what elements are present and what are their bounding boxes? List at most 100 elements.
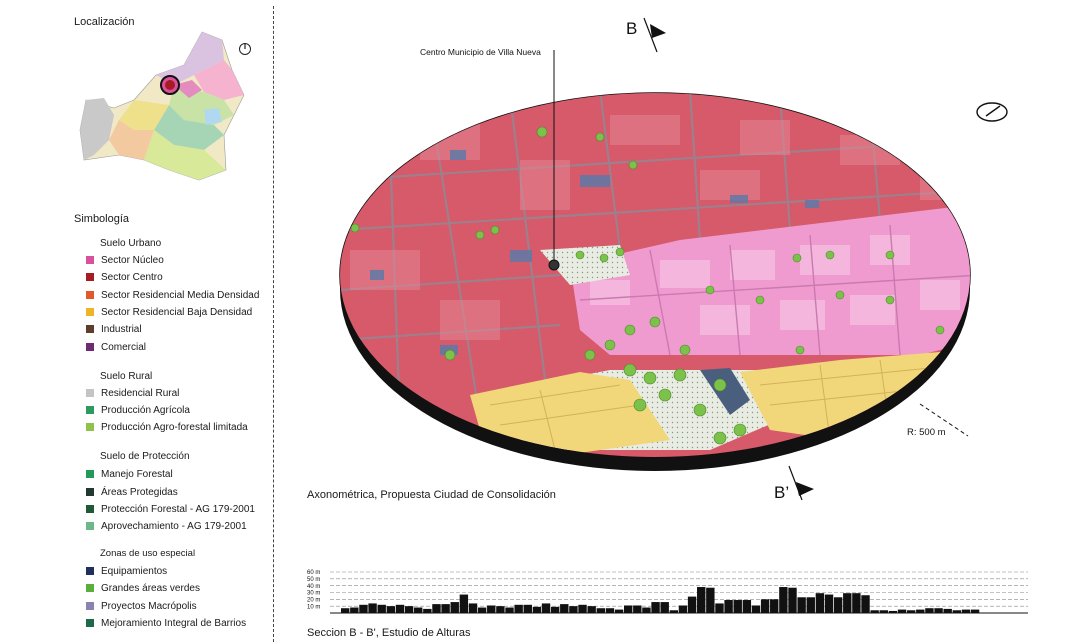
chart-tick-label: 50 m	[307, 577, 320, 583]
legend-item: Proyectos Macrópolis	[86, 600, 197, 612]
legend-label: Producción Agro-forestal limitada	[101, 421, 248, 433]
chart-bar	[678, 605, 688, 613]
chart-bar	[770, 599, 779, 613]
legend-swatch	[86, 619, 94, 627]
chart-bar	[377, 604, 386, 613]
chart-bar	[578, 604, 587, 613]
chart-y-ticks: 10 m20 m30 m40 m50 m60 m	[307, 570, 320, 610]
legend-item: Equipamientos	[86, 565, 167, 577]
legend-item: Aprovechamiento - AG 179-2001	[86, 520, 247, 532]
chart-tick-label: 10 m	[307, 604, 320, 610]
section-caption: Seccion B - B', Estudio de Alturas	[307, 627, 471, 639]
location-map	[79, 31, 251, 181]
legend-swatch	[86, 343, 94, 351]
section-b-arrow-icon	[643, 17, 666, 53]
height-section-chart: 10 m20 m30 m40 m50 m60 m	[307, 570, 1028, 614]
chart-bar	[797, 597, 806, 613]
legend-label: Sector Centro	[101, 271, 163, 283]
compass-icon	[976, 102, 1008, 122]
chart-bar	[760, 599, 770, 613]
chart-bar	[724, 600, 733, 613]
radius-line	[919, 403, 969, 437]
chart-bar	[861, 595, 870, 613]
legend-swatch	[86, 567, 94, 575]
legend-swatch	[86, 423, 94, 431]
chart-bar	[715, 603, 724, 613]
chart-bar	[468, 603, 478, 613]
chart-bar	[569, 606, 578, 613]
chart-bar	[386, 606, 396, 613]
chart-bar	[651, 602, 660, 613]
chart-bar	[414, 607, 423, 613]
legend-label: Aprovechamiento - AG 179-2001	[101, 520, 247, 532]
legend-item: Grandes áreas verdes	[86, 582, 200, 594]
chart-bar	[423, 608, 432, 613]
chart-bar	[341, 608, 350, 613]
legend-label: Áreas Protegidas	[101, 486, 178, 498]
chart-bar	[897, 609, 907, 613]
legend-swatch	[86, 584, 94, 592]
legend-item: Residencial Rural	[86, 387, 179, 399]
chart-bar	[432, 604, 441, 613]
chart-bar	[514, 604, 523, 613]
legend-swatch	[86, 522, 94, 530]
legend-item: Manejo Forestal	[86, 468, 173, 480]
legend-swatch	[86, 602, 94, 610]
chart-bar	[934, 608, 943, 613]
legend-label: Residencial Rural	[101, 387, 180, 399]
legend-swatch	[86, 273, 94, 281]
legend-group-title: Suelo Rural	[100, 371, 153, 382]
chart-bar	[779, 587, 788, 613]
section-b-label: B	[626, 19, 637, 38]
legend-title: Simbología	[74, 213, 130, 225]
legend-item: Sector Centro	[86, 271, 163, 283]
chart-bar	[596, 608, 605, 613]
chart-bar	[852, 593, 861, 613]
chart-bar	[806, 597, 815, 613]
legend-item: Producción Agrícola	[86, 404, 190, 416]
chart-bar	[906, 610, 916, 613]
chart-bar	[487, 605, 496, 613]
axonometric-caption: Axonométrica, Propuesta Ciudad de Consol…	[307, 489, 556, 501]
legend-label: Protección Forestal - AG 179-2001	[101, 503, 255, 515]
chart-bar	[833, 597, 843, 613]
legend-swatch	[86, 256, 94, 264]
chart-bar	[395, 604, 405, 613]
legend-swatch	[86, 308, 94, 316]
chart-bar	[404, 606, 414, 613]
location-title: Localización	[74, 16, 135, 28]
legend-swatch	[86, 470, 94, 478]
center-marker	[548, 259, 560, 271]
legend-item: Producción Agro-forestal limitada	[86, 421, 248, 433]
chart-bar	[751, 605, 761, 613]
legend-label: Equipamientos	[101, 565, 168, 577]
chart-bar	[952, 610, 962, 613]
chart-bar	[359, 604, 368, 613]
chart-bar	[505, 607, 514, 613]
chart-bar	[450, 602, 459, 613]
chart-bar	[368, 603, 377, 613]
legend-item: Áreas Protegidas	[86, 486, 178, 498]
chart-bar	[441, 604, 450, 613]
legend-label: Mejoramiento Integral de Barrios	[101, 617, 247, 629]
chart-bar	[623, 605, 633, 613]
legend-item: Sector Residencial Baja Densidad	[86, 306, 252, 318]
chart-bar	[916, 609, 925, 613]
chart-bar	[879, 610, 888, 613]
chart-tick-label: 40 m	[307, 584, 320, 590]
chart-bar	[532, 606, 542, 613]
chart-bar	[633, 605, 642, 613]
chart-grid	[330, 571, 1028, 607]
legend-label: Producción Agrícola	[101, 404, 190, 416]
legend-swatch	[86, 389, 94, 397]
chart-bar	[605, 608, 615, 613]
legend-label: Grandes áreas verdes	[101, 582, 200, 594]
north-icon	[239, 43, 251, 55]
legend-label: Sector Residencial Baja Densidad	[101, 306, 253, 318]
chart-bar	[523, 604, 532, 613]
chart-bar	[733, 600, 742, 613]
chart-bar	[350, 607, 359, 613]
axonometric-view: Centro Municipio de Villa Nueva B B’ R: …	[339, 17, 1008, 502]
chart-bars	[341, 587, 980, 613]
radius-label: R: 500 m	[907, 427, 946, 438]
